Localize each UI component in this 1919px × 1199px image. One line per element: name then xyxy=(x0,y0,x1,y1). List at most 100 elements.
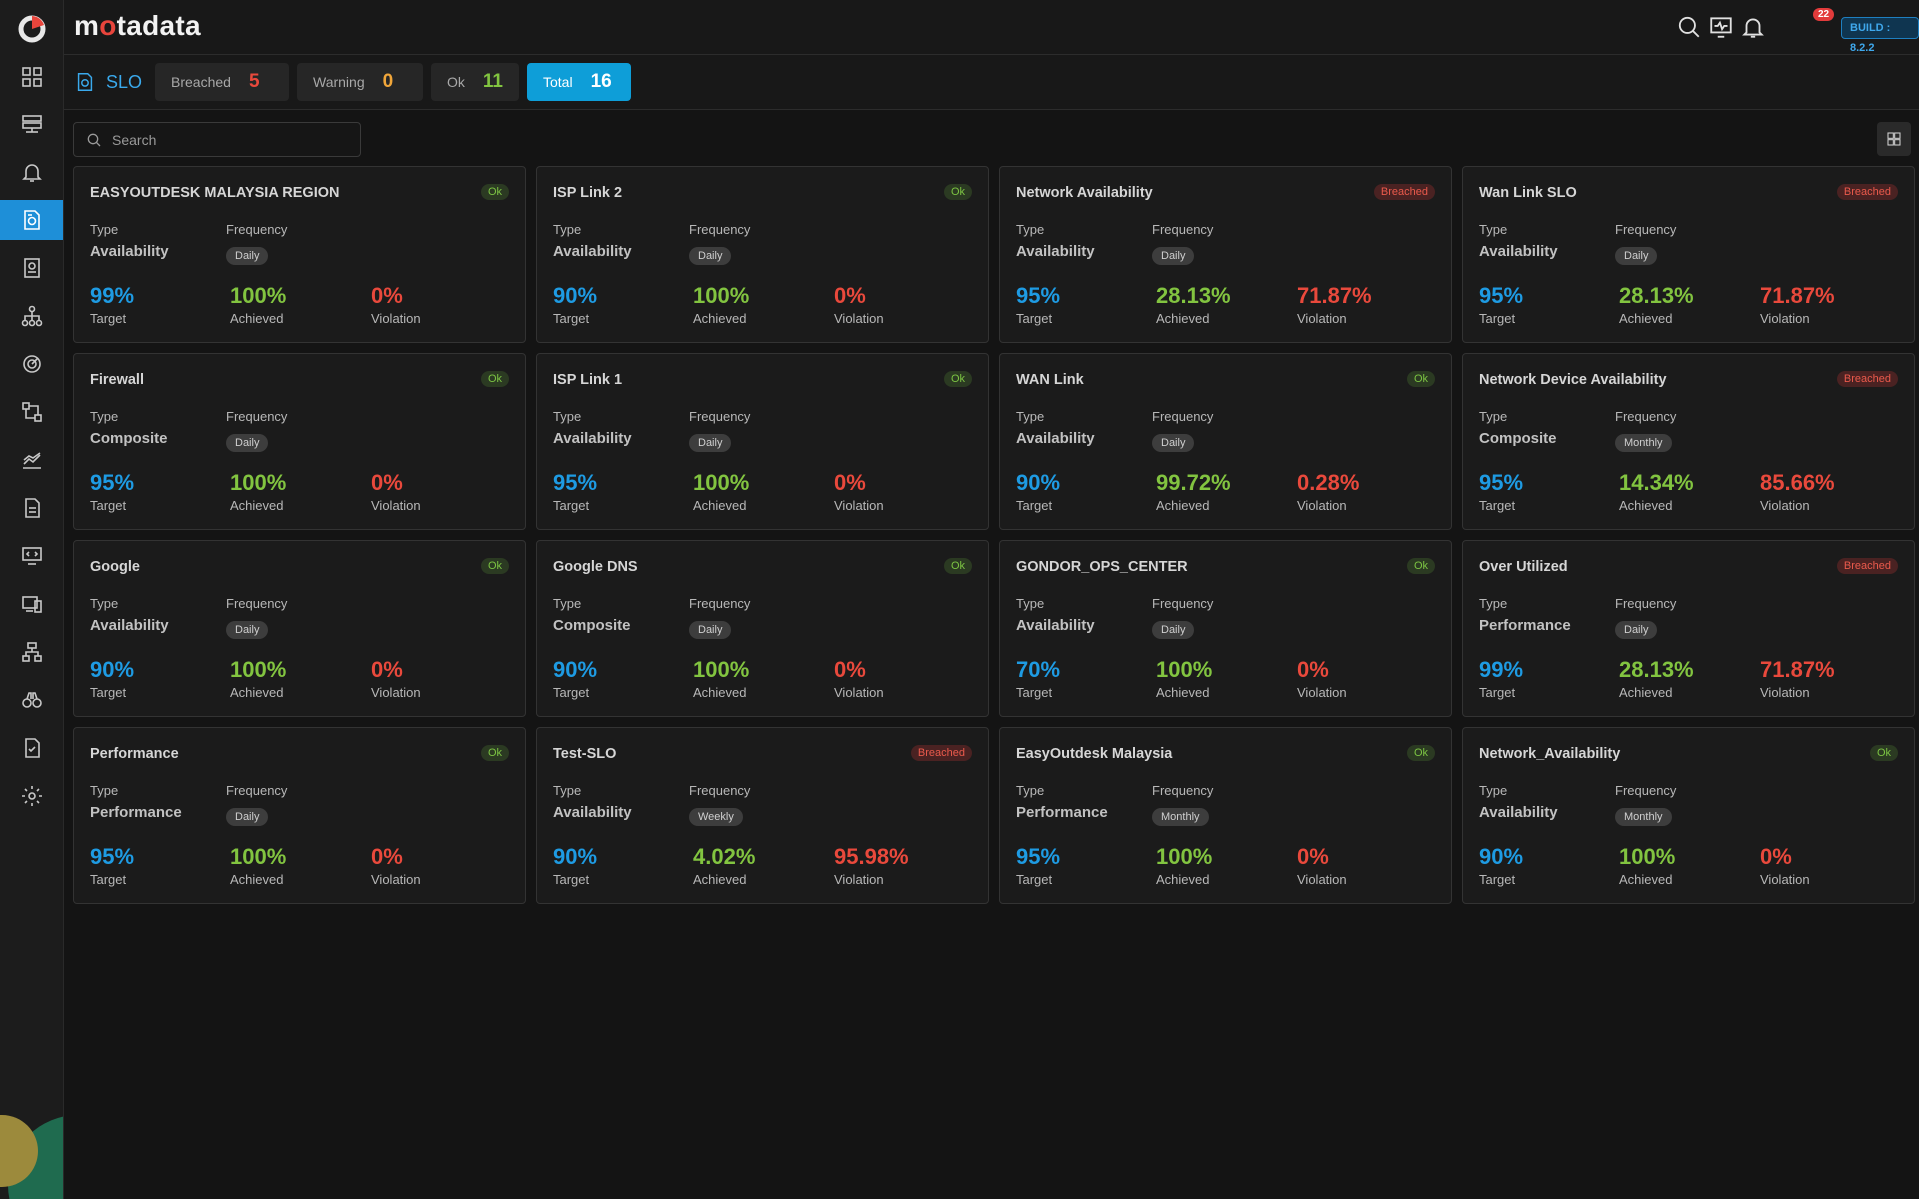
slo-card[interactable]: EASYOUTDESK MALAYSIA REGION Ok Type Availab… xyxy=(73,166,526,343)
frequency-label: Frequency xyxy=(689,783,751,798)
slo-card-title: Network Device Availability xyxy=(1479,372,1667,388)
status-badge: Ok xyxy=(1869,745,1898,761)
slo-card-title: Over Utilized xyxy=(1479,559,1568,575)
metadata-logo-icon[interactable] xyxy=(17,14,47,44)
status-badge: Ok xyxy=(1406,745,1435,761)
violation-value: 0% xyxy=(1760,844,1792,869)
slo-card[interactable]: Google DNS Ok Type Composite Frequency Daily 9… xyxy=(536,540,989,717)
type-value: Availability xyxy=(1016,430,1095,447)
sidebar-item-logs[interactable] xyxy=(0,488,63,528)
sidebar-item-compliance[interactable] xyxy=(0,728,63,768)
sidebar-item-apm[interactable] xyxy=(0,536,63,576)
frequency-label: Frequency xyxy=(1615,783,1677,798)
build-version-badge: BUILD : 8.2.2 xyxy=(1841,17,1919,54)
slo-card[interactable]: Over Utilized Breached Type Performance Freq… xyxy=(1462,540,1915,717)
monitor-activity-button[interactable] xyxy=(1708,14,1734,40)
binoculars-icon xyxy=(22,692,42,708)
slo-card[interactable]: GONDOR_OPS_CENTER Ok Type Availability Frequ… xyxy=(999,540,1452,717)
sidebar-item-topology[interactable] xyxy=(0,296,63,336)
slo-card-title: Google xyxy=(90,559,140,575)
sidebar-item-alerts[interactable] xyxy=(0,152,63,192)
status-badge: Breached xyxy=(1836,371,1898,387)
network-map-icon xyxy=(22,642,42,662)
flow-icon xyxy=(22,402,42,422)
slo-card[interactable]: Network Device Availability Breached Type C… xyxy=(1462,353,1915,530)
file-icon xyxy=(25,498,40,518)
violation-value: 0% xyxy=(834,283,866,308)
violation-value: 85.66% xyxy=(1760,470,1835,495)
report-icon xyxy=(24,258,40,278)
achieved-label: Achieved xyxy=(1156,311,1210,326)
violation-label: Violation xyxy=(1297,872,1347,887)
filter-warning[interactable]: Warning 0 xyxy=(297,63,423,101)
frequency-badge: Daily xyxy=(689,434,732,452)
sidebar-item-observability[interactable] xyxy=(0,344,63,384)
slo-card[interactable]: Test-SLO Breached Type Availability Frequenc… xyxy=(536,727,989,904)
status-badge: Breached xyxy=(1373,184,1435,200)
global-search-button[interactable] xyxy=(1676,14,1702,40)
grid-view-icon xyxy=(1887,132,1901,146)
brand-wordmark[interactable]: motadata xyxy=(74,10,201,41)
slo-card[interactable]: ISP Link 1 Ok Type Availability Frequency Dai… xyxy=(536,353,989,530)
sidebar-item-metrics[interactable] xyxy=(0,440,63,480)
filter-total[interactable]: Total 16 xyxy=(527,63,631,101)
type-label: Type xyxy=(90,222,119,237)
frequency-label: Frequency xyxy=(1152,222,1214,237)
type-label: Type xyxy=(1479,596,1508,611)
violation-value: 71.87% xyxy=(1297,283,1372,308)
type-value: Performance xyxy=(90,804,182,821)
violation-label: Violation xyxy=(371,872,421,887)
server-list-icon xyxy=(22,115,42,133)
slo-card[interactable]: WAN Link Ok Type Availability Frequency Daily… xyxy=(999,353,1452,530)
type-value: Availability xyxy=(1479,243,1558,260)
violation-value: 0% xyxy=(371,844,403,869)
achieved-value: 100% xyxy=(693,470,750,495)
search-icon xyxy=(1678,16,1700,38)
violation-label: Violation xyxy=(1297,498,1347,513)
target-value: 95% xyxy=(1479,283,1524,308)
search-input[interactable] xyxy=(112,131,342,148)
sidebar-item-inventory[interactable] xyxy=(0,104,63,144)
sidebar-item-flow[interactable] xyxy=(0,392,63,432)
status-badge: Ok xyxy=(480,184,509,200)
status-badge: Ok xyxy=(480,371,509,387)
frequency-label: Frequency xyxy=(689,596,751,611)
target-label: Target xyxy=(1016,685,1053,700)
slo-card-title: Firewall xyxy=(90,372,144,388)
frequency-badge: Daily xyxy=(1615,621,1658,639)
filter-ok[interactable]: Ok 11 xyxy=(431,63,519,101)
slo-document-icon xyxy=(24,210,40,230)
type-label: Type xyxy=(553,222,582,237)
frequency-badge: Monthly xyxy=(1615,434,1672,452)
page-title: SLO xyxy=(74,71,142,93)
search-icon xyxy=(87,133,101,146)
violation-value: 0% xyxy=(371,283,403,308)
grid-view-toggle[interactable] xyxy=(1877,122,1911,156)
slo-card[interactable]: EasyOutdesk Malaysia Ok Type Performance Fre… xyxy=(999,727,1452,904)
type-label: Type xyxy=(553,596,582,611)
slo-card[interactable]: Wan Link SLO Breached Type Availability Freq… xyxy=(1462,166,1915,343)
notifications-button[interactable] xyxy=(1740,14,1766,40)
filter-breached[interactable]: Breached 5 xyxy=(155,63,289,101)
type-label: Type xyxy=(1016,409,1045,424)
sidebar-item-slo[interactable] xyxy=(0,200,63,240)
sidebar-item-reports[interactable] xyxy=(0,248,63,288)
sidebar-item-settings[interactable] xyxy=(0,776,63,816)
slo-card[interactable]: Google Ok Type Availability Frequency Daily 90… xyxy=(73,540,526,717)
sidebar-item-network[interactable] xyxy=(0,632,63,672)
slo-card[interactable]: Network Availability Breached Type Availabi… xyxy=(999,166,1452,343)
type-value: Availability xyxy=(1016,243,1095,260)
slo-card[interactable]: ISP Link 2 Ok Type Availability Frequency Dai… xyxy=(536,166,989,343)
achieved-label: Achieved xyxy=(693,872,747,887)
slo-card[interactable]: Network_Availability Ok Type Availability Fr… xyxy=(1462,727,1915,904)
sidebar-item-devices[interactable] xyxy=(0,584,63,624)
slo-card[interactable]: Firewall Ok Type Composite Frequency Daily 95%… xyxy=(73,353,526,530)
target-value: 99% xyxy=(90,283,135,308)
monitor-pulse-icon xyxy=(1710,17,1732,38)
violation-value: 71.87% xyxy=(1760,283,1835,308)
sidebar-item-dashboard[interactable] xyxy=(0,57,63,97)
type-value: Performance xyxy=(1479,617,1571,634)
sidebar-item-discovery[interactable] xyxy=(0,680,63,720)
type-value: Availability xyxy=(1016,617,1095,634)
slo-card[interactable]: Performance Ok Type Performance Frequency Dai… xyxy=(73,727,526,904)
